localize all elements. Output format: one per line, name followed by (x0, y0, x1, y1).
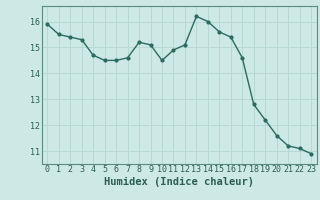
X-axis label: Humidex (Indice chaleur): Humidex (Indice chaleur) (104, 177, 254, 187)
